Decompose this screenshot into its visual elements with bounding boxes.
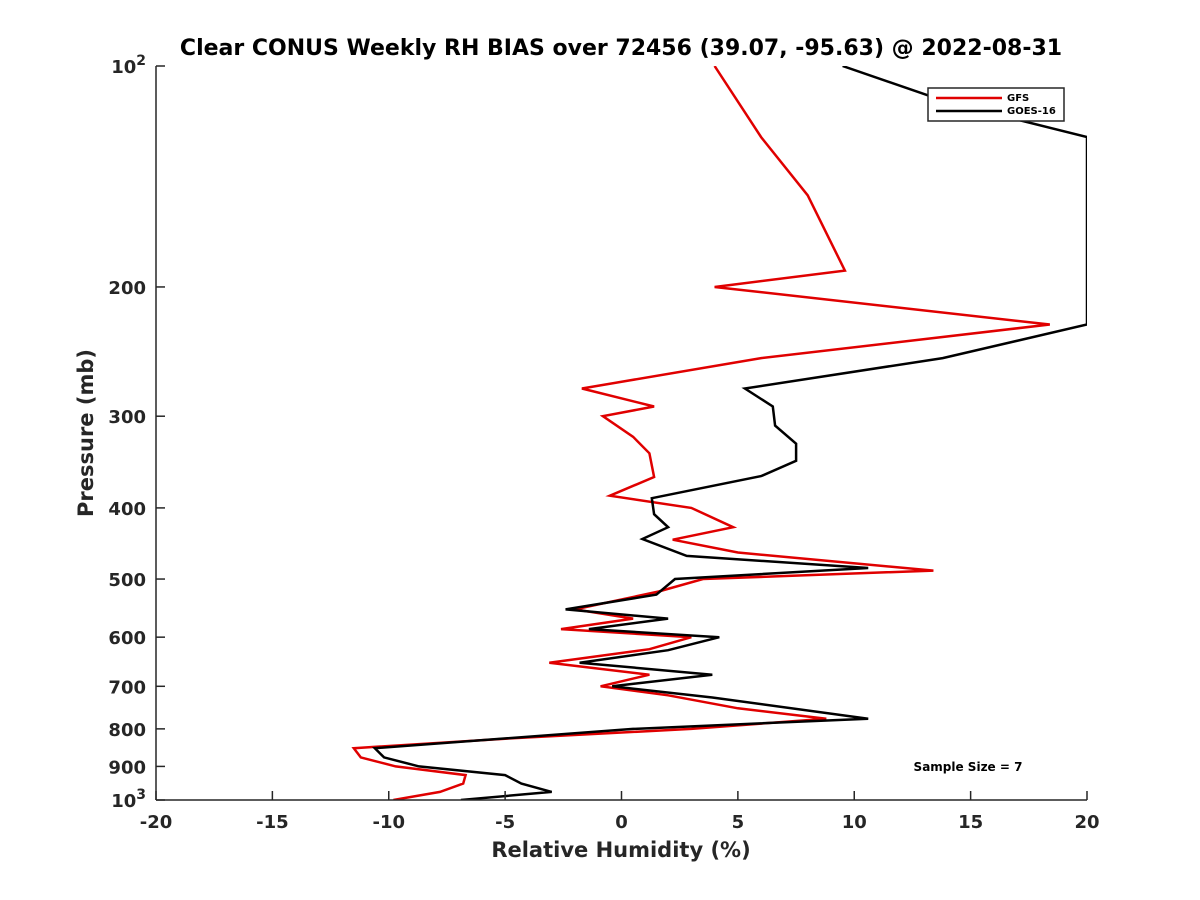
y-axis-label: Pressure (mb) bbox=[74, 349, 98, 517]
y-tick-label: 400 bbox=[108, 499, 146, 520]
x-tick-label: 20 bbox=[1074, 812, 1099, 833]
legend: GFS GOES-16 bbox=[927, 87, 1065, 122]
y-tick-label: 600 bbox=[108, 628, 146, 649]
y-tick-label: 300 bbox=[108, 407, 146, 428]
x-tick-label: -20 bbox=[140, 812, 173, 833]
sample-size-annotation: Sample Size = 7 bbox=[914, 760, 1023, 774]
x-tick-label: -5 bbox=[495, 812, 515, 833]
x-tick-label: 10 bbox=[842, 812, 867, 833]
legend-box bbox=[927, 87, 1065, 122]
x-tick-label: 5 bbox=[732, 812, 745, 833]
x-tick-label: -10 bbox=[372, 812, 405, 833]
y-tick-label: 500 bbox=[108, 570, 146, 591]
y-tick-label: 800 bbox=[108, 720, 146, 741]
x-tick-label: -15 bbox=[256, 812, 289, 833]
ticks-layer: -20 -15 -10 -5 0 5 10 15 20 102 200 300 400 500 600 700… bbox=[108, 53, 1099, 833]
legend-goes16-label: GOES-16 bbox=[1007, 106, 1056, 117]
plot-area: -20 -15 -10 -5 0 5 10 15 20 102 200 300 400 500 600 700… bbox=[108, 53, 1099, 833]
x-axis-label: Relative Humidity (%) bbox=[491, 838, 750, 862]
x-tick-label: 15 bbox=[958, 812, 983, 833]
x-tick-label: 0 bbox=[615, 812, 628, 833]
y-tick-label: 103 bbox=[111, 787, 146, 812]
y-tick-label: 900 bbox=[108, 757, 146, 778]
y-tick-label: 102 bbox=[111, 53, 146, 78]
series-line-goes16 bbox=[371, 66, 1087, 800]
y-tick-label: 700 bbox=[108, 677, 146, 698]
y-tick-label: 200 bbox=[108, 278, 146, 299]
chart-title: Clear CONUS Weekly RH BIAS over 72456 (3… bbox=[180, 36, 1062, 61]
series-layer bbox=[351, 66, 1087, 800]
legend-gfs-label: GFS bbox=[1007, 93, 1029, 104]
